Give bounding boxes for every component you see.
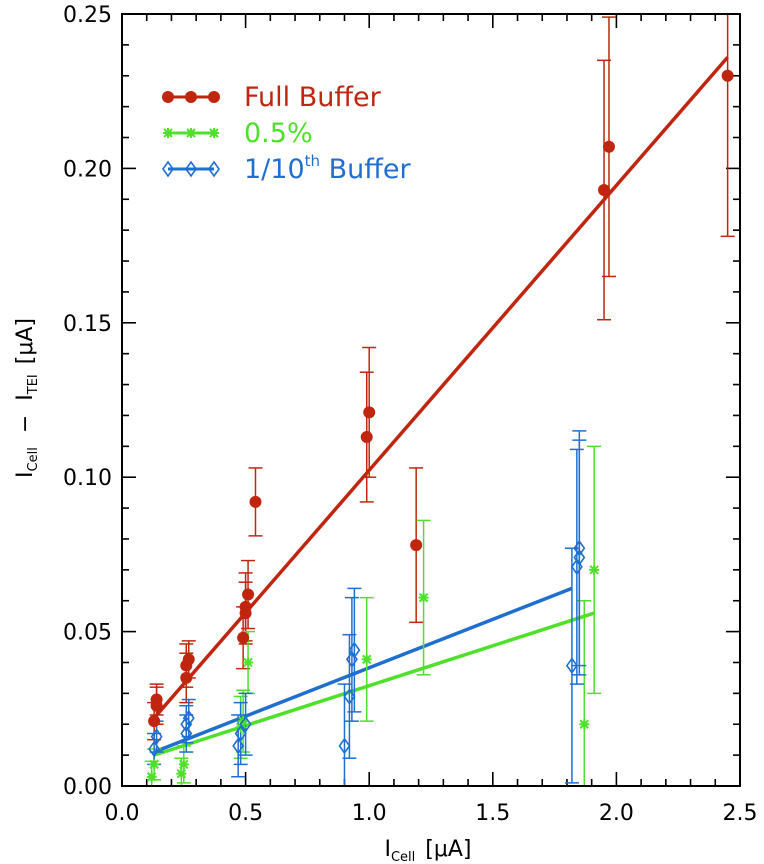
y-axis-label-main-2: I [13, 394, 38, 401]
data-point [178, 759, 189, 770]
x-axis-label: ICell [μA] [384, 837, 471, 864]
tick-labels: 0.0 0.5 1.0 1.5 2.0 2.5 0.00 0.05 0.10 0.15 0.20 0.… [63, 3, 757, 826]
data-point [162, 91, 174, 103]
fit-line [153, 586, 573, 754]
data-point [602, 140, 615, 153]
data-point [146, 771, 157, 782]
y-axis-label-minus: − [13, 415, 38, 433]
legend-label-text: Full Buffer [244, 82, 382, 113]
y-axis-label-main-1: I [13, 471, 38, 478]
fit-lines [152, 56, 729, 757]
error-bars [144, 13, 735, 787]
data-point [208, 160, 220, 178]
data-point [149, 759, 160, 770]
fit-line [152, 56, 729, 720]
data-point [360, 431, 373, 444]
x-tick-label: 2.0 [599, 801, 634, 826]
legend-label-sup: th [305, 152, 320, 170]
data-point [239, 600, 252, 613]
data-point [410, 539, 423, 552]
legend-label-text: 0.5% [244, 118, 313, 149]
data-point [232, 737, 245, 755]
legend-label-text: 1/10 [244, 154, 305, 185]
x-axis-label-main: I [384, 837, 391, 862]
data-point [598, 184, 611, 197]
data-point [565, 657, 578, 674]
y-tick-label: 0.25 [63, 3, 112, 28]
data-point [243, 657, 254, 668]
x-axis-label-sub: Cell [391, 850, 415, 864]
x-tick-label: 1.0 [352, 801, 387, 826]
y-axis-label: ICell−ITEI[μA] [13, 318, 41, 478]
data-point [182, 709, 195, 727]
legend-label: 0.5% [244, 118, 313, 149]
data-point [721, 69, 734, 82]
data-point [176, 768, 187, 779]
legend-label-suffix: Buffer [320, 154, 411, 185]
data-point [338, 737, 351, 755]
y-axis-label-unit: [μA] [13, 318, 38, 364]
data-point [418, 592, 429, 603]
legend-label: Full Buffer [244, 82, 382, 113]
data-point [162, 160, 174, 178]
y-tick-label: 0.00 [63, 775, 112, 800]
data-point [589, 564, 600, 575]
data-point [239, 715, 252, 733]
data-point [180, 715, 193, 733]
y-axis-label-sub-1: Cell [26, 447, 41, 471]
data-point [579, 719, 590, 730]
data-point [148, 740, 161, 758]
data-point [163, 128, 173, 138]
data-point [209, 128, 219, 138]
data-point [150, 693, 163, 706]
data-point [363, 406, 376, 419]
y-tick-label: 0.10 [63, 466, 112, 491]
y-axis-label-sub-2: TEI [26, 374, 41, 395]
data-point [185, 160, 197, 178]
data-point [249, 495, 262, 508]
data-point [234, 725, 247, 742]
y-tick-label: 0.15 [63, 312, 112, 337]
data-point [180, 725, 193, 742]
y-tick-label: 0.20 [63, 157, 112, 182]
x-tick-label: 2.5 [723, 801, 758, 826]
data-point [182, 653, 195, 666]
data-point [180, 671, 193, 684]
data-point [186, 128, 196, 138]
data-point [148, 715, 161, 728]
data-point [242, 588, 255, 601]
data-point [185, 91, 197, 103]
fit-line [153, 611, 595, 757]
data-point [348, 641, 361, 659]
data-point [208, 91, 220, 103]
x-tick-label: 1.5 [475, 801, 510, 826]
data-point [150, 728, 163, 745]
data-point [361, 654, 372, 665]
x-tick-label: 0.5 [228, 801, 263, 826]
data-point [343, 688, 356, 705]
x-tick-label: 0.0 [105, 801, 140, 826]
legend-label: 1/10th Buffer [244, 152, 411, 185]
data-markers [146, 69, 734, 782]
data-point [237, 631, 250, 644]
plot-frame [121, 13, 741, 787]
data-point [573, 549, 586, 566]
x-axis-label-unit: [μA] [425, 837, 471, 862]
y-tick-label: 0.05 [63, 621, 112, 646]
data-point [573, 539, 586, 557]
